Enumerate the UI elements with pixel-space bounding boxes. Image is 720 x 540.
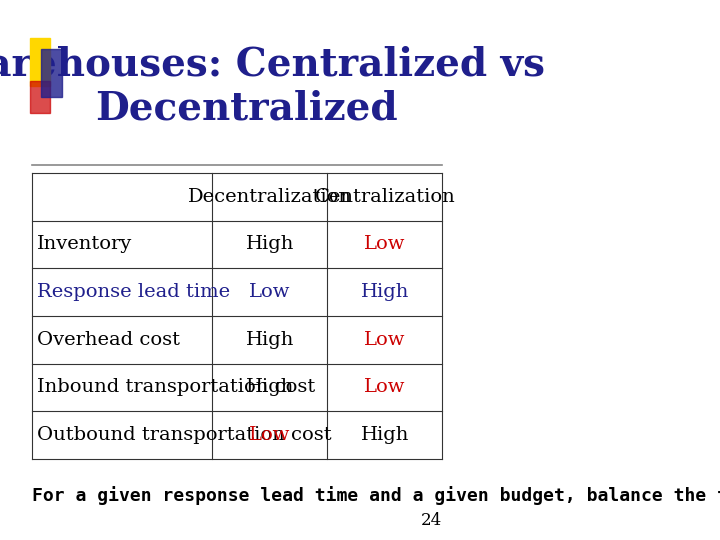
Text: Inbound transportation cost: Inbound transportation cost [37, 379, 315, 396]
Text: High: High [361, 283, 409, 301]
Text: For a given response lead time and a given budget, balance the tradeoffs: For a given response lead time and a giv… [32, 486, 720, 505]
Text: Low: Low [249, 426, 291, 444]
Text: Response lead time: Response lead time [37, 283, 230, 301]
Text: Inventory: Inventory [37, 235, 132, 253]
Text: Low: Low [364, 235, 405, 253]
Text: High: High [246, 235, 294, 253]
Text: 24: 24 [421, 512, 442, 529]
Text: High: High [246, 330, 294, 349]
Text: Centralization: Centralization [315, 187, 455, 206]
Text: Decentralization: Decentralization [188, 187, 352, 206]
Bar [30, 81, 50, 113]
Bar [41, 49, 61, 97]
Text: Outbound transportation cost: Outbound transportation cost [37, 426, 332, 444]
Text: Overhead cost: Overhead cost [37, 330, 181, 349]
Text: Low: Low [249, 283, 291, 301]
Text: High: High [246, 379, 294, 396]
Text: High: High [361, 426, 409, 444]
Text: Low: Low [364, 379, 405, 396]
Bar [30, 38, 50, 86]
Text: Warehouses: Centralized vs
Decentralized: Warehouses: Centralized vs Decentralized [0, 46, 546, 128]
Text: Low: Low [364, 330, 405, 349]
